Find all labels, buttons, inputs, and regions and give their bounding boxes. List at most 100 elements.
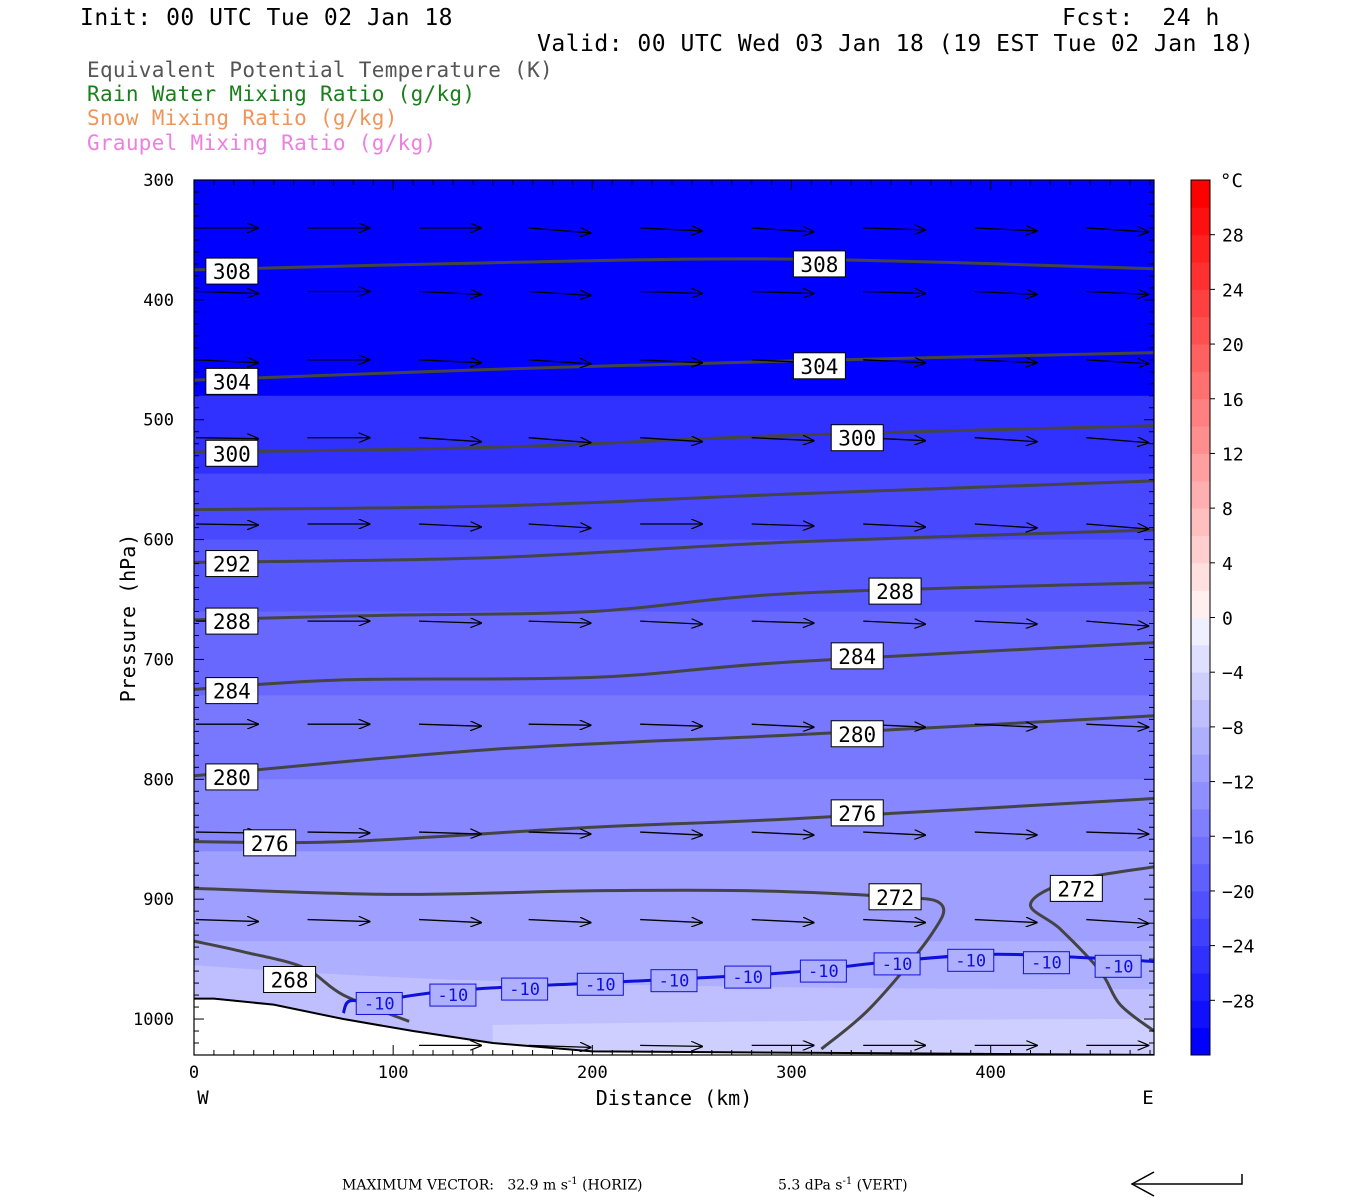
wind-vector-8-8 [1086, 920, 1148, 924]
wind-vector-1-2 [419, 291, 481, 294]
forecast-hour: Fcst: 24 h [1062, 5, 1220, 31]
colorbar-segment [1191, 617, 1210, 646]
temperature-contours: -10 -10 -10 -10 -10 -10 -10 -10 -10 -10 -10 [341, 948, 1154, 1015]
wind-vector-6-3 [528, 724, 591, 725]
colorbar-segment [1191, 207, 1210, 236]
max-vector-horiz-tag: (HORIZ) [582, 1177, 643, 1194]
wind-vector-2-4 [640, 360, 702, 363]
colorbar-label-0: 0 [1222, 609, 1233, 630]
theta-e-label-box-300-0 [205, 439, 259, 467]
x-tick-label-100: 100 [378, 1063, 409, 1083]
y-tick-label-300: 300 [143, 171, 174, 191]
theta-e-contour-280 [194, 714, 1154, 778]
y-tick-label-500: 500 [143, 411, 174, 431]
wind-vectors [195, 228, 1148, 1047]
y-tick-label-400: 400 [143, 291, 174, 311]
field-label-rain: Rain Water Mixing Ratio (g/kg) [87, 82, 476, 106]
colorbar-segment [1191, 945, 1210, 974]
colorbar-segment [1191, 672, 1210, 701]
theta-e-label-284-1: 284 [838, 645, 876, 669]
colorbar-segment [1191, 234, 1210, 263]
init-time: Init: 00 UTC Tue 02 Jan 18 [80, 5, 454, 31]
colorbar-segment [1191, 262, 1210, 290]
colorbar-segment [1191, 562, 1210, 591]
wind-vector-5-3 [528, 621, 591, 623]
colorbar-label--28: −28 [1222, 991, 1255, 1012]
wind-vector-3-0 [195, 438, 258, 439]
terrain-line [194, 997, 1154, 1055]
temperature-label-3: -10 [585, 975, 616, 995]
wind-vector-3-8 [1086, 438, 1148, 443]
temperature-label-box-1 [429, 983, 477, 1007]
colorbar-label-20: 20 [1222, 335, 1244, 356]
x-end-label-west: W [197, 1087, 209, 1109]
colorbar-segment [1191, 918, 1210, 947]
wind-vector-4-5 [751, 524, 814, 526]
axes: 300 400 500 600 700 800 900 1000 0 100 200 300 400 [133, 171, 1155, 1083]
wind-vector-1-7 [974, 291, 1037, 294]
wind-vector-1-0 [195, 291, 258, 293]
temperature-label-4: -10 [659, 972, 690, 992]
colorbar-segment [1191, 699, 1210, 728]
wind-vector-0-7 [974, 228, 1037, 231]
colorbar-segment [1191, 781, 1210, 810]
wind-vector-2-2 [419, 360, 481, 363]
wind-vector-7-3 [528, 832, 591, 834]
plot-frame [193, 179, 1155, 1056]
x-tick-label-400: 400 [975, 1063, 1006, 1083]
colorbar-label--16: −16 [1222, 827, 1255, 848]
temperature-label-box-2 [501, 977, 549, 1001]
temperature-label-box-4 [650, 969, 698, 993]
colorbar-segment [1191, 863, 1210, 892]
max-vector-label: MAXIMUM VECTOR: [342, 1177, 494, 1194]
valid-time: Valid: 00 UTC Wed 03 Jan 18 (19 EST Tue … [537, 31, 1255, 57]
wind-vector-8-3 [528, 920, 591, 923]
colorbar-segment [1191, 180, 1210, 208]
theta-e-contour-304 [194, 351, 1154, 382]
wind-vector-3-7 [974, 438, 1037, 442]
cross-section-chart: -10 -10 -10 -10 -10 -10 -10 -10 -10 -10 -10 308 308… [116, 170, 1255, 1110]
theta-e-label-box-288-1 [868, 577, 922, 605]
colorbar-segment [1191, 344, 1210, 372]
y-axis-label: Pressure (hPa) [116, 534, 140, 703]
max-vector-horiz: 32.9 m s [507, 1177, 568, 1194]
theta-e-label-304-1: 304 [800, 355, 838, 379]
wind-vector-7-6 [863, 832, 925, 835]
wind-vector-9-3 [528, 1045, 591, 1047]
wind-vector-4-8 [1086, 524, 1148, 529]
colorbar-label--24: −24 [1222, 937, 1255, 958]
wind-vector-5-2 [419, 621, 481, 623]
x-axis-label: Distance (km) [596, 1086, 753, 1110]
theta-e-label-276-1: 276 [838, 802, 876, 826]
theta-e-contour-296 [194, 479, 1154, 512]
wind-vector-0-6 [863, 228, 925, 230]
theta-e-label-box-276-1 [830, 799, 884, 827]
temperature-label-5: -10 [732, 968, 763, 988]
theta-e-label-box-308-0 [205, 257, 259, 285]
wind-vector-2-7 [974, 360, 1037, 363]
wind-vector-3-2 [419, 438, 481, 442]
colorbar-segment [1191, 726, 1210, 755]
wind-vector-3-5 [751, 438, 814, 441]
theta-e-label-304-0: 304 [213, 370, 251, 394]
theta-e-label-box-292-0 [205, 550, 259, 578]
temperature-label-9: -10 [1031, 954, 1062, 974]
colorbar-segment [1191, 426, 1210, 454]
wind-vector-8-1 [307, 920, 370, 922]
theta-e-contour-300 [194, 424, 1154, 454]
colorbar-segment [1191, 836, 1210, 865]
wind-vector-7-2 [419, 832, 481, 834]
reference-vector-arrow [1130, 1171, 1243, 1197]
temperature-label-1: -10 [438, 986, 469, 1006]
temperature-label-box-3 [576, 972, 624, 996]
wind-vector-5-4 [640, 621, 702, 624]
wind-vector-0-4 [640, 228, 702, 231]
colorbar-segment [1191, 535, 1210, 564]
max-vector-horiz-sup: -1 [567, 1176, 578, 1187]
colorbar-label-12: 12 [1222, 444, 1244, 465]
temperature-label-0: -10 [364, 994, 395, 1014]
temperature-band-5 [194, 695, 1154, 781]
field-label-theta-e: Equivalent Potential Temperature (K) [87, 58, 553, 82]
temperature-label-10: -10 [1103, 957, 1134, 977]
temperature-label-box-5 [724, 965, 772, 989]
